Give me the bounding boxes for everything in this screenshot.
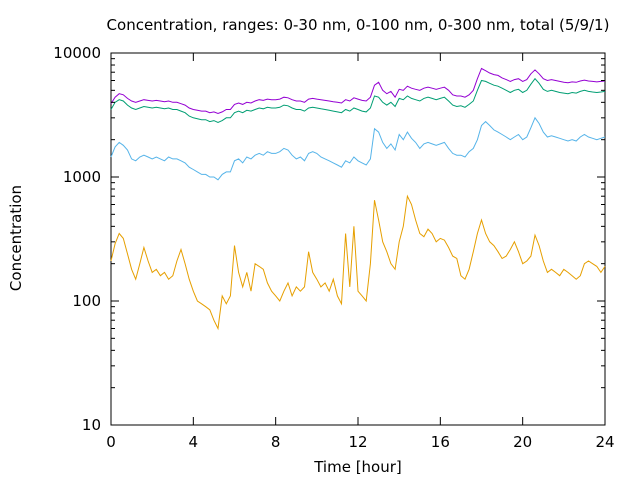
series-line-2 — [110, 116, 606, 181]
series-line-1 — [110, 194, 606, 331]
plot-border — [110, 52, 606, 426]
x-tick-label: 0 — [106, 433, 116, 451]
x-tick-label: 8 — [271, 433, 281, 451]
y-axis: 10 100 1000 10000 — [53, 44, 605, 434]
series-line-3 — [110, 77, 606, 124]
x-tick-label: 24 — [595, 433, 614, 451]
x-axis: 0 4 8 12 16 20 24 — [106, 53, 615, 451]
series-line-4 — [110, 67, 606, 115]
x-tick-label: 4 — [189, 433, 199, 451]
y-tick-label: 10 — [82, 416, 101, 434]
y-tick-label: 10000 — [53, 44, 101, 62]
x-tick-label: 20 — [513, 433, 532, 451]
chart-title: Concentration, ranges: 0-30 nm, 0-100 nm… — [107, 16, 610, 34]
y-axis-label: Concentration — [7, 185, 25, 291]
y-tick-label: 100 — [72, 292, 101, 310]
x-axis-label: Time [hour] — [313, 458, 402, 476]
plot-frame — [110, 52, 606, 426]
x-tick-label: 16 — [431, 433, 450, 451]
x-tick-label: 12 — [348, 433, 367, 451]
series-layer — [110, 67, 606, 331]
y-tick-label: 1000 — [63, 168, 101, 186]
